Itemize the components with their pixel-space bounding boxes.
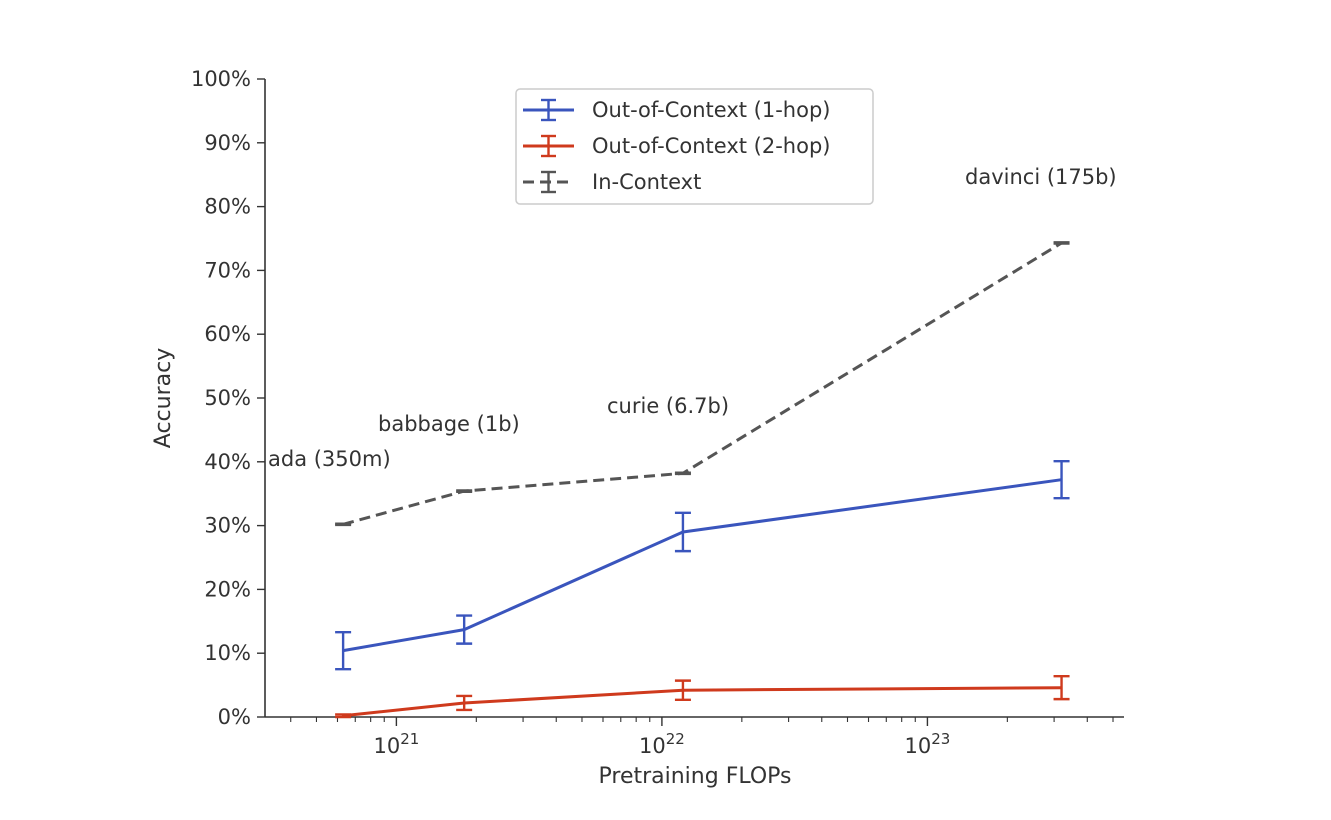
y-tick-label: 90%: [204, 131, 251, 155]
error-bar: [335, 713, 352, 719]
x-tick-label: 1022: [639, 730, 685, 758]
legend-frame: [515, 88, 874, 205]
error-bar: [1053, 241, 1070, 245]
x-tick-label: 1023: [905, 730, 951, 758]
x-axis-title: Pretraining FLOPs: [599, 764, 792, 789]
error-bar: [456, 489, 473, 493]
annotation-label: ada (350m): [268, 447, 391, 471]
series-line: [342, 478, 1062, 653]
legend-label: In-Context: [592, 170, 701, 194]
legend-item: In-Context: [523, 170, 701, 194]
series-line: [342, 686, 1062, 718]
y-tick-label: 80%: [204, 195, 251, 219]
error-bar: [674, 679, 691, 701]
error-bar: [674, 511, 691, 553]
legend-item: Out-of-Context (1-hop): [523, 98, 830, 122]
y-axis-title: Accuracy: [151, 348, 176, 448]
legend-label: Out-of-Context (2-hop): [592, 134, 830, 158]
annotations: ada (350m) babbage (1b) curie (6.7b) davinc…: [268, 165, 1117, 471]
error-bar: [456, 614, 473, 645]
series-1: [335, 459, 1070, 671]
x-tick-label: 1021: [373, 730, 419, 758]
annotation-label: babbage (1b): [378, 412, 520, 436]
legend-item: Out-of-Context (2-hop): [523, 134, 830, 158]
y-tick-label: 60%: [204, 322, 251, 346]
error-bar: [674, 471, 691, 476]
y-tick-label: 20%: [204, 577, 251, 601]
axes: 0% 10% 20% 30% 40% 50% 60% 70% 80% 90% 100% 1021 102…: [191, 67, 1124, 758]
error-bar: [456, 694, 473, 712]
y-tick-label: 70%: [204, 258, 251, 282]
annotation-label: davinci (175b): [965, 165, 1117, 189]
legend: Out-of-Context (1-hop) Out-of-Context (2-…: [515, 88, 874, 205]
y-tick-label: 30%: [204, 514, 251, 538]
series-2: [335, 674, 1070, 719]
y-tick-label: 10%: [204, 641, 251, 665]
y-tick-label: 40%: [204, 450, 251, 474]
legend-label: Out-of-Context (1-hop): [592, 98, 830, 122]
series-line: [342, 241, 1063, 526]
error-bar: [335, 630, 352, 671]
error-bar: [335, 522, 352, 527]
y-tick-label: 100%: [191, 67, 251, 91]
error-bar: [1053, 674, 1070, 701]
series-3: [335, 241, 1070, 527]
series-layer: [335, 241, 1070, 719]
error-bar: [1053, 459, 1070, 500]
annotation-label: curie (6.7b): [607, 394, 729, 418]
y-tick-label: 50%: [204, 386, 251, 410]
y-tick-label: 0%: [218, 705, 251, 729]
